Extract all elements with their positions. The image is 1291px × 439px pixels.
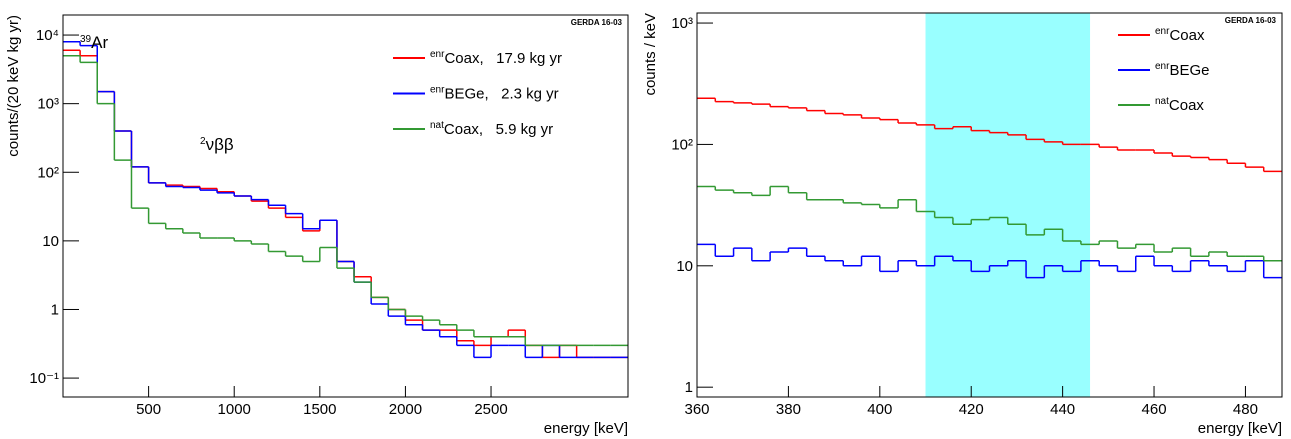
chart-label: GERDA 16-03: [571, 18, 623, 27]
x-tick-label: 400: [867, 401, 892, 418]
x-tick-label: 480: [1233, 401, 1258, 418]
x-tick-label: 1000: [218, 401, 251, 418]
x-tick-label: 360: [684, 401, 709, 418]
plot-frame: [62, 14, 629, 398]
y-tick-label: 1: [51, 301, 59, 318]
legend-label: natCoax, 5.9 kg yr: [430, 120, 553, 138]
x-tick-label: 2000: [389, 401, 422, 418]
legend-label: enrBEGe, 2.3 kg yr: [430, 85, 559, 103]
x-tick-label: 2500: [474, 401, 507, 418]
y-axis-title: counts / keV: [642, 13, 659, 96]
x-tick-label: 440: [1050, 401, 1075, 418]
highlight-band: [925, 13, 1091, 397]
annotation: 39Ar: [80, 33, 108, 52]
x-axis-title: energy [keV]: [1198, 420, 1282, 437]
x-axis-title: energy [keV]: [544, 420, 628, 437]
y-tick-label: 1: [685, 379, 693, 396]
x-tick-label: 500: [136, 401, 161, 418]
x-tick-label: 1500: [303, 401, 336, 418]
histogram-riser: [714, 244, 1265, 278]
legend-label: enrCoax: [1155, 26, 1205, 44]
annotation: 2νββ: [200, 135, 234, 154]
y-tick-label: 10³: [671, 15, 693, 32]
y-tick-label: 10³: [37, 96, 59, 113]
y-tick-label: 10²: [671, 136, 693, 153]
legend-label: enrCoax, 17.9 kg yr: [430, 49, 562, 67]
y-tick-label: 10: [42, 233, 59, 250]
y-axis-title: counts/(20 keV kg yr): [5, 15, 22, 157]
legend-label: natCoax: [1155, 96, 1204, 114]
x-tick-label: 460: [1142, 401, 1167, 418]
y-tick-label: 10: [676, 258, 693, 275]
x-tick-label: 380: [776, 401, 801, 418]
plot-frame: [696, 12, 1283, 398]
legend-label: enrBEGe: [1155, 61, 1209, 79]
y-tick-label: 10²: [37, 164, 59, 181]
x-tick-label: 420: [959, 401, 984, 418]
y-tick-label: 10⁴: [36, 27, 59, 44]
y-tick-label: 10⁻¹: [29, 370, 59, 387]
chart-label: GERDA 16-03: [1225, 16, 1277, 25]
